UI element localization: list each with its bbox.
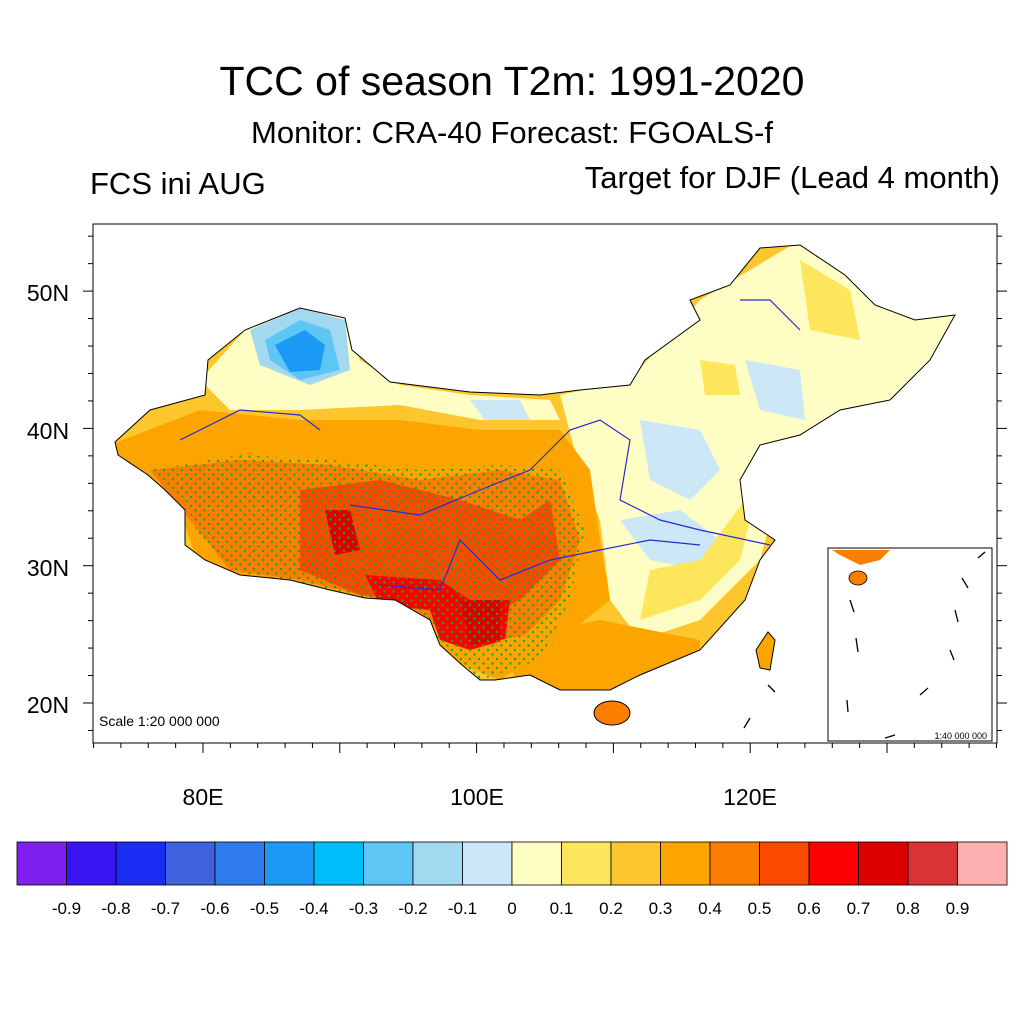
colorbar-tick-label: 0.9 [946,899,970,918]
colorbar-cell [858,841,909,886]
colorbar-tick-label: -0.4 [299,899,328,918]
colorbar-cell [462,841,513,886]
lon-label-120e: 120E [723,784,777,810]
colorbar-tick-label: 0.3 [649,899,673,918]
inset-dash-line [846,551,986,739]
river-tarim [179,409,321,441]
colorbar-cell [165,841,216,886]
river-yangtze [379,538,701,591]
colorbar-tick-label: 0.4 [698,899,722,918]
colorbar-tick-label: -0.7 [151,899,180,918]
colorbar-tick-label: 0.6 [797,899,821,918]
colorbar-cell [808,841,859,886]
colorbar-cell [363,841,414,886]
colorbar-tick-label: -0.3 [349,899,378,918]
colorbar-cell [957,841,1008,886]
chart-title: TCC of season T2m: 1991-2020 [219,58,805,104]
colorbar [16,841,1008,886]
lon-label-100e: 100E [450,784,504,810]
hainan-island [593,700,631,726]
river-heilong [740,299,801,331]
colorbar-cell [660,841,711,886]
colorbar-labels: -0.9 -0.8 -0.7 -0.6 -0.5 -0.4 -0.3 -0.2 -0.1 0 0.1… [52,899,969,918]
left-label: FCS ini AUG [90,166,266,201]
river-yellow [349,419,771,546]
colorbar-tick-label: -0.9 [52,899,81,918]
colorbar-tick-label: 0.5 [748,899,772,918]
colorbar-tick-label: 0.1 [550,899,574,918]
right-label: Target for DJF (Lead 4 month) [584,160,1000,195]
colorbar-tick-label: 0 [507,899,516,918]
colorbar-cell [115,841,166,886]
colorbar-cell [264,841,315,886]
colorbar-cell [709,841,760,886]
lat-label-50n: 50N [27,280,69,306]
colorbar-tick-label: -0.2 [398,899,427,918]
lat-label-40n: 40N [27,418,69,444]
colorbar-tick-label: -0.5 [250,899,279,918]
colorbar-tick-label: -0.8 [101,899,130,918]
inset-coast [832,550,890,565]
taiwan-island [755,631,776,671]
colorbar-cell [16,841,67,886]
lon-label-80e: 80E [183,784,224,810]
colorbar-tick-label: 0.8 [896,899,920,918]
colorbar-cell [907,841,958,886]
inset-scale-label: 1:40 000 000 [934,731,987,741]
colorbar-tick-label: 0.7 [847,899,871,918]
chart-subtitle: Monitor: CRA-40 Forecast: FGOALS-f [251,115,773,150]
colorbar-cell [66,841,117,886]
scale-label: Scale 1:20 000 000 [99,713,220,729]
colorbar-cell [214,841,265,886]
lat-label-20n: 20N [27,692,69,718]
main-dash-line [743,684,776,729]
colorbar-cell [412,841,463,886]
colorbar-tick-label: -0.1 [448,899,477,918]
colorbar-tick-label: -0.6 [200,899,229,918]
colorbar-cell [313,841,364,886]
inset-hainan [848,570,868,586]
colorbar-tick-label: 0.2 [599,899,623,918]
axis-ticks [83,235,1007,753]
lat-label-30n: 30N [27,555,69,581]
colorbar-cell [561,841,612,886]
colorbar-cell [759,841,810,886]
colorbar-cell [610,841,661,886]
colorbar-cell [511,841,562,886]
